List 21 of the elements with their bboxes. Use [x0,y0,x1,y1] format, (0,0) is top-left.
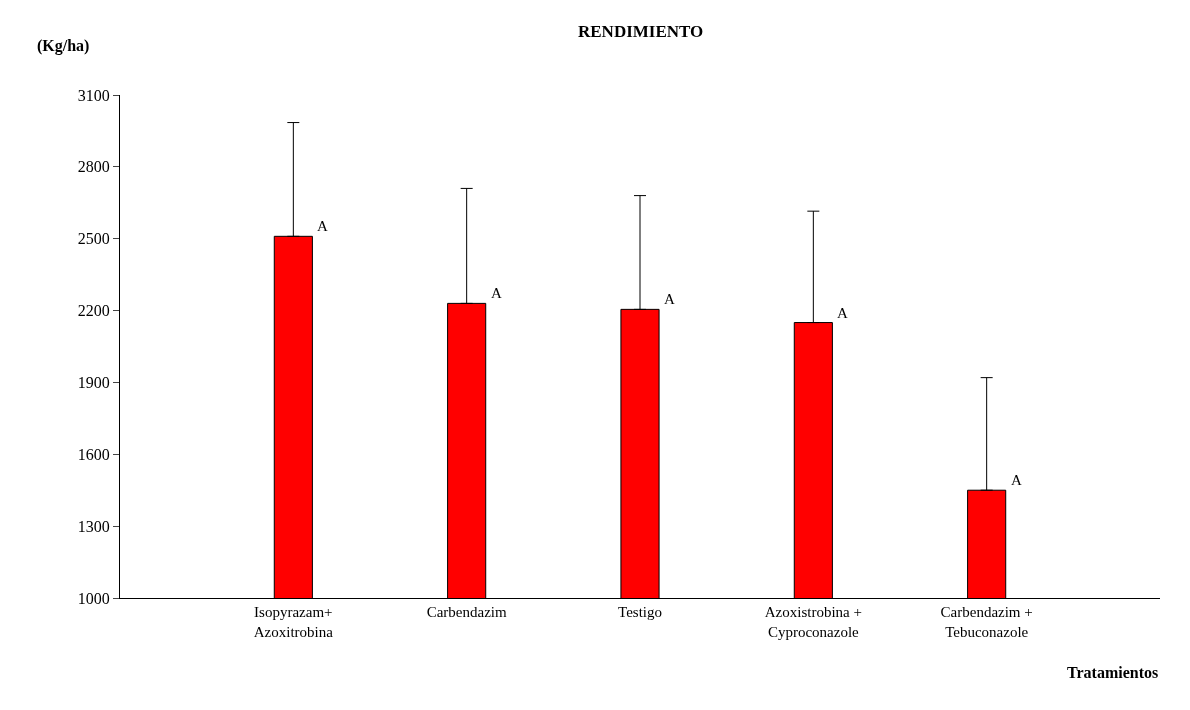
y-tick-label: 1600 [77,445,110,463]
x-axis-title: Tratamientos [1067,664,1159,681]
y-tick-label: 1300 [77,517,110,535]
x-tick-label: Isopyrazam+ Azoxitrobina [253,604,334,640]
annotation: A [491,285,502,301]
y-tick-label: 1900 [77,374,110,392]
x-tick-label: Azoxistrobina + Cyproconazole [764,604,862,640]
y-axis-title: (Kg/ha) [37,37,90,55]
annotation: A [1011,472,1022,488]
x-tick-label: Carbendazim + Tebuconazole [940,604,1033,640]
annotation: A [317,218,328,234]
y-tick-label: 2800 [77,158,110,176]
annotation: A [664,291,675,307]
y-tick-label: 2200 [77,302,110,320]
y-tick-label: 3100 [77,86,110,104]
annotation: A [837,305,848,321]
x-tick-label: Testigo [618,604,662,620]
x-tick-label: Carbendazim [426,604,507,620]
y-tick-label: 1000 [77,589,110,607]
chart-title: RENDIMIENTO [578,22,704,41]
y-tick-label: 2500 [77,230,110,248]
